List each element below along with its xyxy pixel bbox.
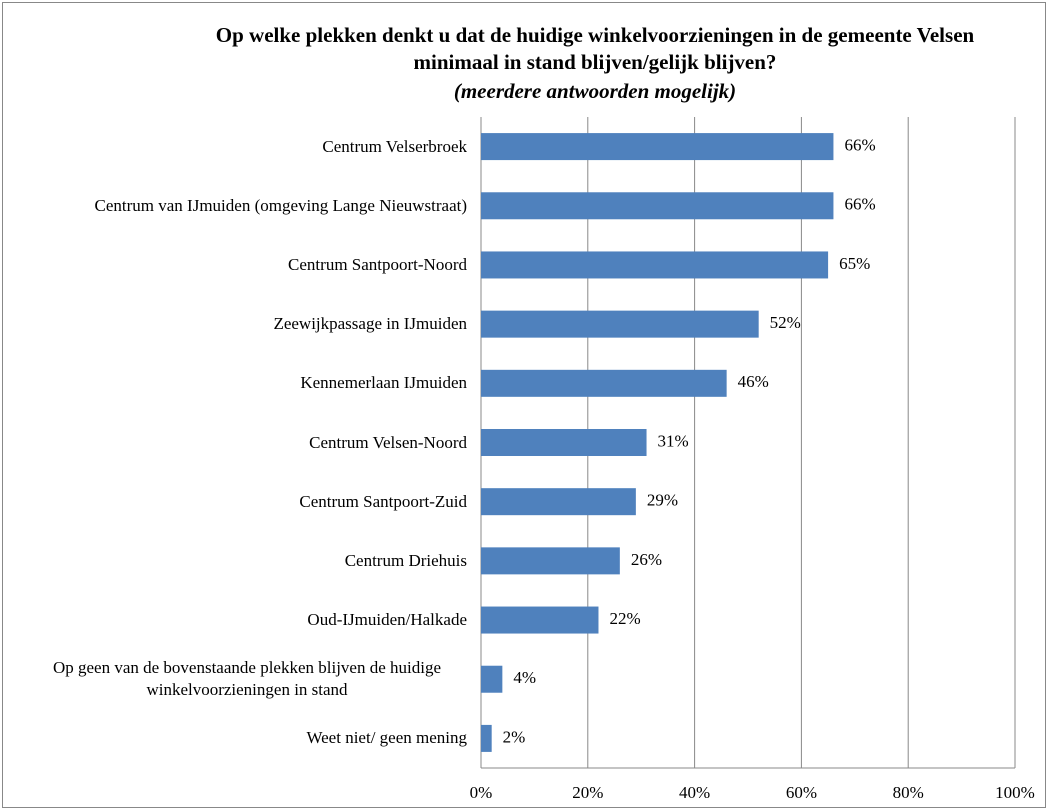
y-tick-label: Centrum Driehuis — [344, 550, 467, 570]
category-label-box: Centrum Driehuis — [27, 550, 467, 572]
bar — [481, 606, 599, 634]
data-label: 26% — [631, 550, 662, 569]
data-label: 31% — [658, 431, 689, 450]
y-tick-label: Weet niet/ geen mening — [306, 728, 467, 748]
data-label: 46% — [738, 372, 769, 391]
y-tick-label: Kennemerlaan IJmuiden — [300, 373, 467, 393]
category-label-box: Weet niet/ geen mening — [27, 727, 467, 749]
category-label-box: Op geen van de bovenstaande plekken blij… — [27, 657, 467, 701]
y-tick-label: Centrum Santpoort-Zuid — [299, 491, 467, 511]
bar — [481, 547, 620, 575]
x-tick-label: 100% — [995, 783, 1035, 802]
x-tick-label: 80% — [893, 783, 924, 802]
y-tick-label: Centrum van IJmuiden (omgeving Lange Nie… — [94, 195, 467, 215]
bar — [481, 192, 834, 220]
bar — [481, 369, 727, 397]
y-tick-label: Centrum Velserbroek — [322, 136, 467, 156]
data-label: 2% — [503, 727, 526, 746]
category-label-box: Zeewijkpassage in IJmuiden — [27, 313, 467, 335]
category-label-box: Centrum Santpoort-Zuid — [27, 491, 467, 513]
chart-subtitle: (meerdere antwoorden mogelijk) — [453, 79, 737, 103]
bar — [481, 488, 636, 516]
y-tick-label: Centrum Velsen-Noord — [309, 432, 467, 452]
category-label-box: Centrum Velsen-Noord — [27, 432, 467, 454]
bar — [481, 724, 492, 752]
category-label-box: Centrum van IJmuiden (omgeving Lange Nie… — [27, 195, 467, 217]
x-tick-label: 0% — [470, 783, 493, 802]
x-tick-label: 20% — [572, 783, 603, 802]
data-label: 66% — [844, 135, 875, 154]
bar — [481, 429, 647, 456]
y-tick-label: Op geen van de bovenstaande plekken blij… — [52, 658, 442, 700]
data-label: 66% — [844, 195, 875, 214]
bar — [481, 665, 503, 693]
category-label-box: Centrum Velserbroek — [27, 136, 467, 158]
bar — [481, 310, 759, 338]
data-label: 29% — [647, 491, 678, 510]
chart-title: Op welke plekken denkt u dat de huidige … — [215, 23, 975, 74]
bar — [481, 133, 834, 161]
bar — [481, 251, 829, 279]
data-label: 4% — [513, 668, 536, 687]
y-tick-label: Zeewijkpassage in IJmuiden — [273, 314, 467, 334]
x-tick-label: 60% — [786, 783, 817, 802]
category-label-box: Oud-IJmuiden/Halkade — [27, 609, 467, 631]
category-label-box: Centrum Santpoort-Noord — [27, 254, 467, 276]
x-tick-label: 40% — [679, 783, 710, 802]
data-label: 52% — [770, 313, 801, 332]
data-label: 65% — [839, 254, 870, 273]
y-tick-label: Centrum Santpoort-Noord — [288, 254, 467, 274]
y-tick-label: Oud-IJmuiden/Halkade — [307, 610, 467, 630]
category-label-box: Kennemerlaan IJmuiden — [27, 372, 467, 394]
data-label: 22% — [609, 609, 640, 628]
